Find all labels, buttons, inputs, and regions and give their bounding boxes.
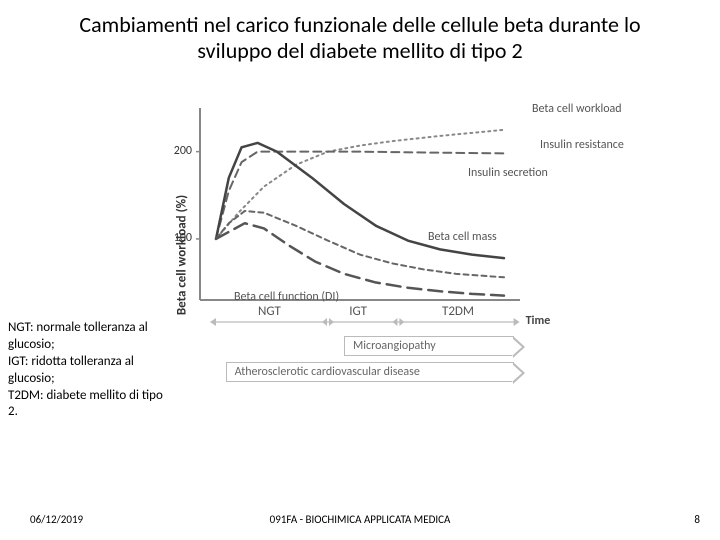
time-axis-label: Time bbox=[526, 314, 551, 328]
phase-label-NGT: NGT bbox=[258, 304, 281, 319]
abbreviation-legend: NGT: normale tolleranza al glucosio;IGT:… bbox=[8, 320, 168, 421]
chart-container: Beta cell workload (%) 100 200 Beta cell w… bbox=[170, 100, 640, 410]
y-tick-label: 100 bbox=[174, 231, 192, 245]
series-label-insulin-resistance: Insulin resistance bbox=[540, 138, 624, 152]
phase-label-IGT: IGT bbox=[349, 304, 367, 319]
series-label-beta-cell-mass: Beta cell mass bbox=[428, 230, 497, 244]
y-axis-label: Beta cell workload (%) bbox=[175, 195, 190, 315]
footer-page-number: 8 bbox=[694, 513, 700, 526]
footer-course: 091FA - BIOCHIMICA APPLICATA MEDICA bbox=[270, 513, 451, 526]
phase-label-T2DM: T2DM bbox=[442, 304, 474, 319]
series-label-insulin-secretion: Insulin secretion bbox=[468, 166, 548, 180]
slide-title: Cambiamenti nel carico funzionale delle … bbox=[0, 0, 720, 71]
y-tick-label: 200 bbox=[174, 144, 192, 158]
disease-arrow-0: Microangiopathy bbox=[344, 336, 514, 356]
series-label-beta-cell-workload: Beta cell workload bbox=[532, 102, 622, 116]
series-label-beta-cell-function: Beta cell function (DI) bbox=[234, 290, 339, 304]
disease-arrow-1: Atherosclerotic cardiovascular disease bbox=[226, 362, 514, 382]
footer-date: 06/12/2019 bbox=[30, 513, 83, 526]
